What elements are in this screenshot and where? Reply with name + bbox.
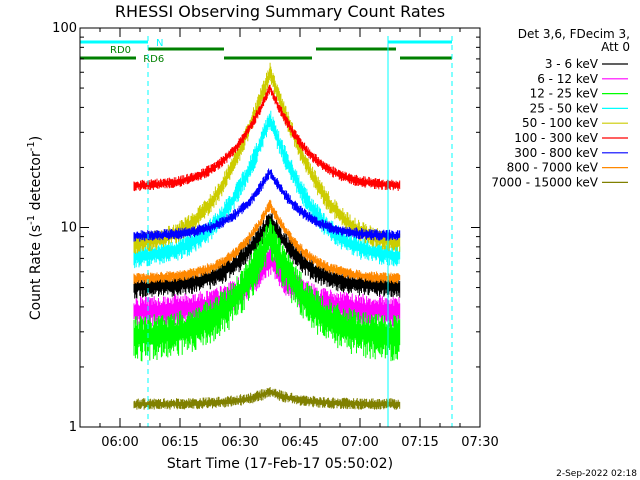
legend-label: 50 - 100 keV (522, 116, 599, 130)
data-series (133, 62, 401, 410)
series-line (133, 199, 401, 284)
flag-label-n: N (156, 38, 163, 49)
x-tick-label: 07:30 (461, 435, 498, 450)
y-tick-label: 1 (69, 420, 77, 435)
legend-label: 25 - 50 keV (530, 101, 599, 115)
legend-label: 100 - 300 keV (514, 131, 598, 145)
x-tick-label: 07:15 (401, 435, 438, 450)
legend-label: 7000 - 15000 keV (491, 175, 598, 189)
x-tick-label: 06:00 (101, 435, 138, 450)
axes: 06:00 06:15 06:30 06:45 07:00 07:15 07:30 1 10 10… (52, 21, 499, 450)
generation-timestamp: 2-Sep-2022 02:18 (556, 469, 637, 479)
series-line (133, 218, 401, 362)
legend-label: 6 - 12 keV (537, 72, 599, 86)
x-tick-label: 06:30 (221, 435, 258, 450)
chart-title: RHESSI Observing Summary Count Rates (115, 2, 445, 21)
time-markers (147, 36, 453, 427)
x-tick-label: 06:45 (281, 435, 318, 450)
legend-label: 3 - 6 keV (545, 57, 599, 71)
legend-label: 800 - 7000 keV (507, 161, 599, 175)
series-line (133, 212, 401, 299)
flag-label-rd0: RD0 (110, 45, 131, 56)
flag-label-rd6: RD6 (143, 54, 164, 65)
observing-flags: N RD0 RD6 (80, 38, 452, 65)
x-tick-label: 06:15 (161, 435, 198, 450)
series-line (133, 387, 401, 410)
y-axis-label: Count Rate (s-1 detector-1) (26, 136, 44, 320)
x-axis-label: Start Time (17-Feb-17 05:50:02) (167, 456, 393, 472)
y-tick-label: 10 (60, 221, 77, 236)
legend-header-line-2: Att 0 (601, 40, 630, 54)
legend-label: 12 - 25 keV (530, 87, 599, 101)
legend-label: 300 - 800 keV (514, 146, 598, 160)
series-line (133, 84, 401, 192)
series-line (133, 168, 401, 242)
x-tick-label: 07:00 (341, 435, 378, 450)
y-tick-label: 100 (52, 21, 77, 36)
legend-header-line-1: Det 3,6, FDecim 3, (518, 27, 630, 41)
plot-frame (79, 27, 481, 428)
